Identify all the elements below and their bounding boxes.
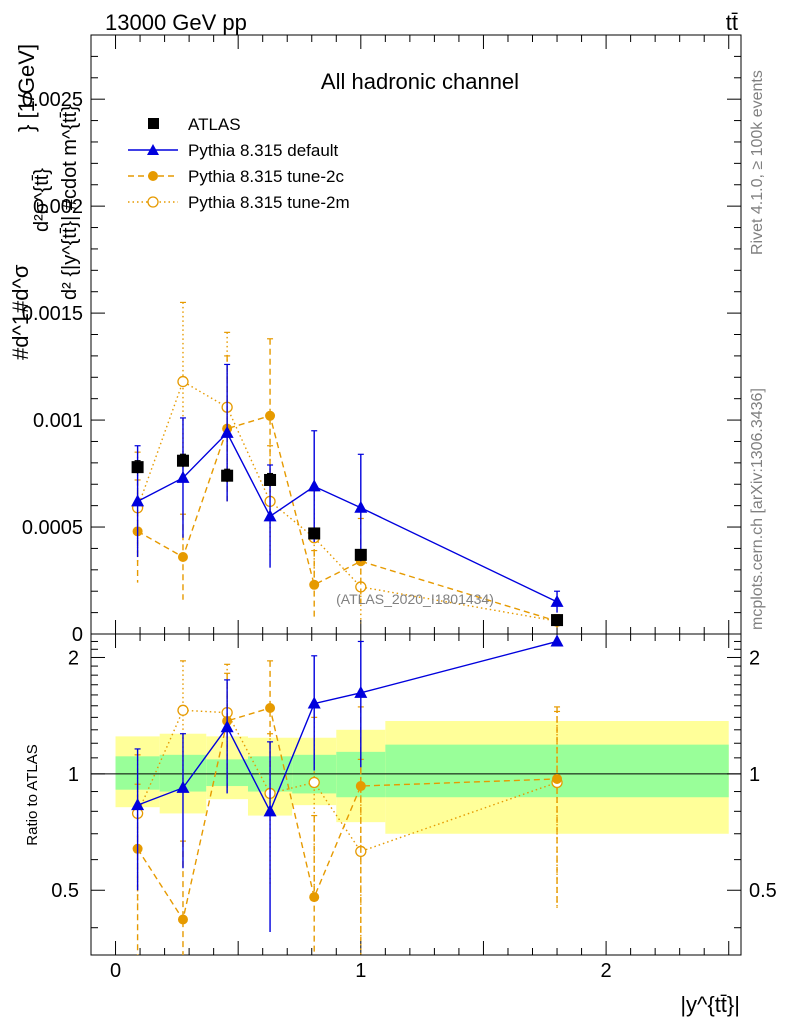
rivet-label: Rivet 4.1.0, ≥ 100k events (749, 70, 766, 255)
main-point-atlas (221, 469, 234, 482)
main-point-atlas (551, 614, 564, 627)
main-series-pythia-8-315-tune-2c (132, 338, 563, 628)
ratio-point-pythia-8-315-tune-2c (552, 773, 563, 784)
ratio-point-pythia-8-315-tune-2c (355, 781, 366, 792)
main-series-pythia-8-315-tune-2m (131, 301, 563, 628)
main-point-pythia-8-315-default (307, 479, 321, 492)
ratio-point-pythia-8-315-default (307, 696, 321, 709)
main-point-pythia-8-315-default (263, 509, 277, 522)
ratio-frame (90, 633, 742, 956)
y-tick-label: 0.002 (33, 196, 83, 218)
ratio-point-pythia-8-315-default (131, 798, 145, 811)
ratio-series-pythia-8-315-default (131, 634, 564, 932)
legend-label-tune2m: Pythia 8.315 tune-2m (188, 193, 350, 212)
x-tick-label: 2 (601, 960, 612, 982)
legend-marker-atlas (148, 118, 159, 129)
legend-label-tune2c: Pythia 8.315 tune-2c (188, 167, 344, 186)
legend-label-atlas: ATLAS (188, 115, 241, 134)
y-tick-label: 0 (72, 624, 83, 646)
x-tick-label: 1 (355, 960, 366, 982)
legend-entry-tune2c: Pythia 8.315 tune-2c (128, 167, 344, 186)
ratio-y-tick-label-right: 0.5 (749, 880, 777, 902)
main-point-pythia-8-315-default (131, 494, 145, 507)
ratio-y-tick-label: 0.5 (51, 880, 79, 902)
ratio-point-pythia-8-315-tune-2m (308, 776, 320, 789)
main-point-pythia-8-315-default (176, 470, 190, 483)
legend-entry-atlas: ATLAS (148, 115, 241, 134)
ratio-point-pythia-8-315-default (354, 685, 368, 698)
main-point-atlas (131, 461, 144, 474)
legend-label-default: Pythia 8.315 default (188, 141, 339, 160)
main-series-atlas (131, 453, 564, 627)
ylabel-denominator: d² {|y^{tt̄}| #cdot m^{tt̄} (59, 105, 81, 300)
main-panel: 0 0.0005 0.001 0.0015 0.002 0.0025 All hadron… (8, 34, 742, 646)
ratio-point-pythia-8-315-tune-2c (265, 703, 276, 714)
main-point-pythia-8-315-default (220, 425, 234, 438)
mcplots-label: mcplots.cern.ch [arXiv:1306.3436] (749, 388, 766, 630)
legend: ATLAS Pythia 8.315 default Pythia 8.315 … (128, 115, 350, 212)
main-line-pythia-8-315-default (137, 431, 558, 603)
y-tick-label: 0.0015 (22, 303, 83, 325)
x-tick-label: 0 (110, 960, 121, 982)
legend-marker-default (147, 144, 159, 155)
legend-marker-tune2m (147, 196, 159, 208)
ratio-point-pythia-8-315-default (176, 780, 190, 793)
ratio-panel: 0.5 0.5 1 1 2 2 0 1 2 Ratio to ATLAS |y^{tt̄}| (24, 633, 777, 1017)
legend-marker-tune2c (148, 171, 158, 181)
main-point-atlas (176, 454, 189, 467)
main-point-pythia-8-315-tune-2c (265, 410, 276, 421)
ratio-y-tick-label: 2 (68, 647, 79, 669)
main-title: All hadronic channel (321, 69, 519, 94)
main-point-pythia-8-315-default (550, 594, 564, 607)
main-point-atlas (308, 527, 321, 540)
ylabel-main: #d^1#d^σ (8, 264, 33, 360)
energy-label: 13000 GeV pp (105, 10, 247, 35)
ratio-y-tick-label: 1 (68, 764, 79, 786)
legend-entry-tune2m: Pythia 8.315 tune-2m (128, 193, 350, 212)
main-ylabel: #d^1#d^σ d²σ^{tt̄} d² {|y^{tt̄}| #cdot m… (8, 44, 81, 360)
main-point-pythia-8-315-default (354, 500, 368, 513)
y-tick-label: 0.0025 (22, 89, 83, 111)
y-tick-label: 0.0005 (22, 517, 83, 539)
ratio-point-pythia-8-315-default (220, 720, 234, 733)
main-point-pythia-8-315-tune-2c (177, 551, 188, 562)
ratio-y-tick-label-right: 1 (749, 764, 760, 786)
annotation-label: (ATLAS_2020_I1801434) (336, 591, 494, 607)
ylabel-secondary: d²σ^{tt̄} (31, 168, 53, 232)
ratio-point-pythia-8-315-tune-2c (309, 892, 320, 903)
ratio-ylabel: Ratio to ATLAS (24, 744, 41, 845)
legend-entry-default: Pythia 8.315 default (128, 141, 339, 160)
ratio-point-pythia-8-315-default (550, 634, 564, 647)
ratio-point-pythia-8-315-tune-2m (177, 704, 189, 716)
main-point-atlas (354, 548, 367, 561)
ratio-point-pythia-8-315-default (263, 804, 277, 817)
x-axis-label: |y^{tt̄}| (680, 992, 740, 1017)
ylabel-unit: } [1/GeV] (14, 44, 39, 132)
main-point-atlas (264, 473, 277, 486)
ratio-point-pythia-8-315-tune-2c (177, 914, 188, 925)
main-series-pythia-8-315-default (131, 363, 564, 613)
ratio-y-tick-label-right: 2 (749, 647, 760, 669)
main-point-pythia-8-315-tune-2c (309, 579, 320, 590)
y-tick-label: 0.001 (33, 410, 83, 432)
process-label: tt̄ (726, 10, 738, 35)
main-point-pythia-8-315-tune-2m (177, 375, 189, 388)
